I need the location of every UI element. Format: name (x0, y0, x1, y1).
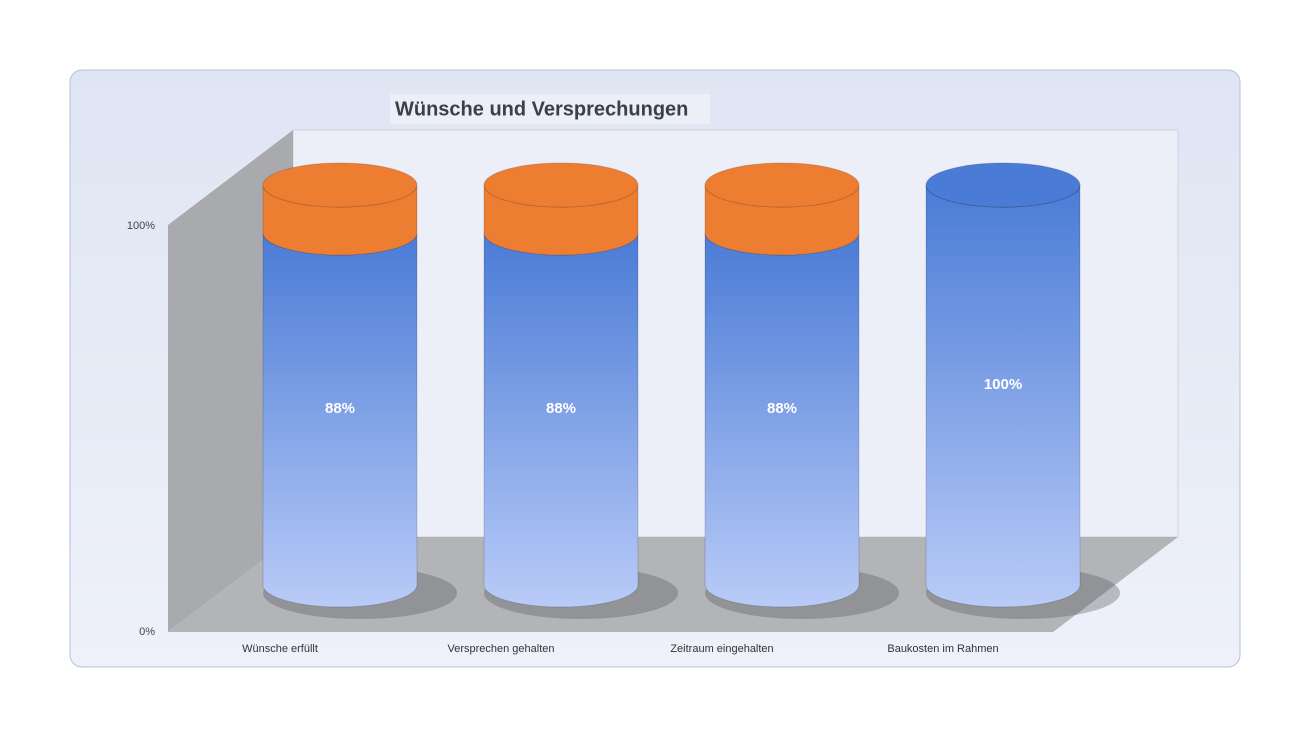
y-tick-label: 100% (127, 220, 155, 232)
chart-title: Wünsche und Versprechungen (395, 98, 688, 120)
value-label: 100% (984, 376, 1022, 393)
value-label: 88% (767, 400, 797, 417)
value-label: 88% (546, 400, 576, 417)
cylinder-segment (262, 232, 418, 608)
x-tick-label: Baukosten im Rahmen (887, 643, 998, 655)
cylinder-segment (704, 232, 860, 608)
cylinder-top (925, 162, 1081, 208)
x-tick-label: Versprechen gehalten (447, 643, 554, 655)
floor (168, 537, 1178, 632)
x-tick-label: Zeitraum eingehalten (670, 643, 773, 655)
title-box (390, 94, 710, 124)
side-wall (168, 130, 293, 632)
cylinder-top (704, 162, 860, 208)
value-label: 88% (325, 400, 355, 417)
cylinder-top (262, 162, 418, 208)
y-tick-label: 0% (139, 626, 155, 638)
cylinder-segment (483, 232, 639, 608)
cylinder-segment (925, 184, 1081, 608)
plot: 88% 88% 88% 100% (262, 162, 1120, 619)
cylinder-top (483, 162, 639, 208)
x-tick-label: Wünsche erfüllt (242, 643, 318, 655)
